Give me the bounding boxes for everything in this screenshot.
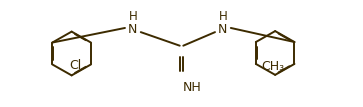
Text: CH₃: CH₃ [261, 59, 284, 73]
Text: H: H [219, 10, 227, 23]
Text: Cl: Cl [70, 59, 82, 72]
Text: H: H [129, 10, 137, 23]
Text: NH: NH [183, 81, 202, 94]
Text: N: N [128, 22, 138, 36]
Text: N: N [218, 22, 228, 36]
